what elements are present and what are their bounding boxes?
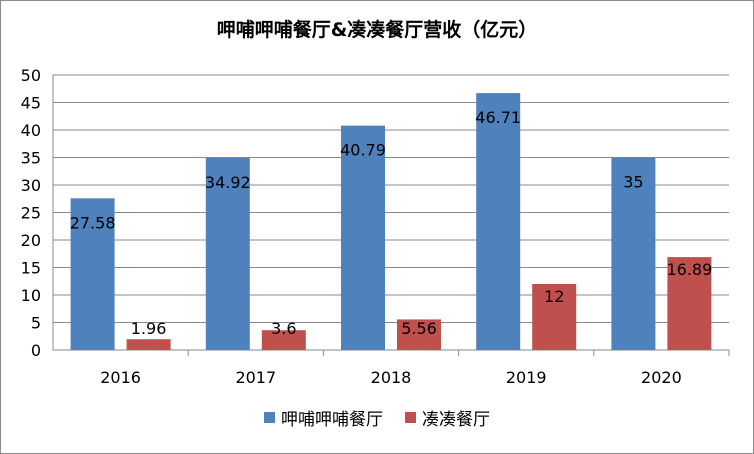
y-tick-label: 50 bbox=[21, 66, 41, 85]
xiabu-bar bbox=[205, 157, 250, 350]
y-tick-label: 0 bbox=[31, 341, 41, 360]
xiabu-bar bbox=[476, 93, 521, 350]
x-tick-label: 2020 bbox=[641, 368, 682, 387]
y-tick-label: 40 bbox=[21, 121, 41, 140]
data-label: 34.92 bbox=[205, 173, 251, 192]
coucou-bar bbox=[532, 284, 577, 350]
legend-item: 呷哺呷哺餐厅 bbox=[264, 405, 383, 430]
legend-swatch bbox=[405, 412, 416, 423]
coucou-bar bbox=[126, 339, 171, 350]
data-label: 12 bbox=[544, 287, 564, 306]
data-label: 46.71 bbox=[475, 108, 521, 127]
x-tick-label: 2017 bbox=[235, 368, 276, 387]
y-tick-label: 25 bbox=[21, 204, 41, 223]
chart-legend: 呷哺呷哺餐厅 凑凑餐厅 bbox=[1, 405, 753, 430]
xiabu-bar bbox=[341, 125, 385, 350]
x-tick-label: 2016 bbox=[100, 368, 141, 387]
x-tick-label: 2018 bbox=[371, 368, 412, 387]
data-label: 40.79 bbox=[340, 141, 386, 160]
xiabu-bar bbox=[611, 157, 656, 350]
x-tick-label: 2019 bbox=[506, 368, 547, 387]
y-tick-label: 15 bbox=[21, 259, 41, 278]
y-tick-label: 30 bbox=[21, 176, 41, 195]
data-label: 1.96 bbox=[131, 319, 167, 338]
y-tick-label: 10 bbox=[21, 286, 41, 305]
y-tick-label: 35 bbox=[21, 149, 41, 168]
legend-item: 凑凑餐厅 bbox=[405, 405, 490, 430]
data-label: 5.56 bbox=[401, 319, 437, 338]
data-label: 16.89 bbox=[666, 260, 712, 279]
data-label: 27.58 bbox=[70, 213, 116, 232]
data-label: 35 bbox=[623, 173, 643, 192]
chart-title: 呷哺呷哺餐厅&凑凑餐厅营收（亿元） bbox=[216, 19, 538, 41]
legend-swatch bbox=[264, 412, 275, 423]
data-label: 3.6 bbox=[271, 319, 296, 338]
coucou-bar bbox=[397, 319, 441, 350]
coucou-bar bbox=[667, 257, 712, 350]
legend-label: 凑凑餐厅 bbox=[422, 410, 490, 430]
xiabu-bar bbox=[70, 198, 115, 350]
legend-label: 呷哺呷哺餐厅 bbox=[281, 410, 383, 430]
y-tick-label: 45 bbox=[21, 94, 41, 113]
coucou-bar bbox=[261, 330, 306, 350]
y-tick-label: 20 bbox=[21, 231, 41, 250]
y-tick-label: 5 bbox=[31, 314, 41, 333]
